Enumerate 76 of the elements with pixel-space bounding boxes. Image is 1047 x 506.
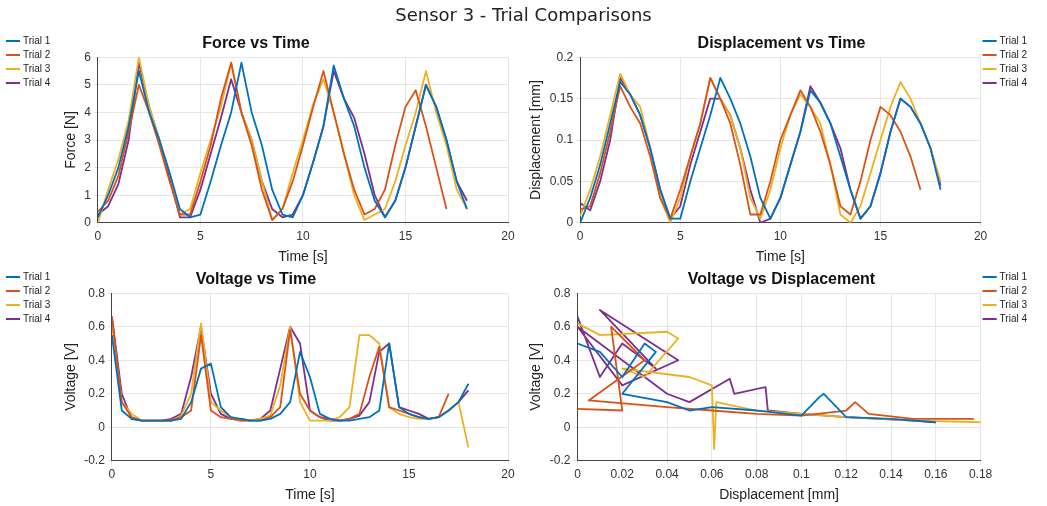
- x-tick-label: 0.18: [968, 467, 993, 482]
- chart-title: Displacement vs Time: [697, 34, 866, 52]
- y-tick-label: 0.2: [556, 49, 574, 64]
- y-tick-label: 0: [566, 215, 574, 230]
- x-tick-label: 0.02: [610, 467, 635, 482]
- x-tick-label: 0.06: [700, 467, 724, 482]
- x-tick-label: 10: [773, 229, 788, 244]
- text: Sensor 3 - Trial Comparisons: [394, 4, 653, 25]
- y-axis-title: Voltage [V]: [61, 343, 78, 411]
- legend-label: Trial 3: [23, 62, 51, 74]
- legend-label: Trial 2: [999, 284, 1028, 296]
- y-tick-label: 0.2: [88, 386, 106, 401]
- legend-label: Trial 2: [23, 48, 51, 60]
- legend-label: Trial 2: [23, 284, 51, 296]
- x-tick-label: 0.14: [879, 467, 904, 482]
- y-axis-title: Force [N]: [61, 111, 78, 169]
- y-tick-label: 0.4: [553, 352, 571, 367]
- x-tick-label: 5: [207, 467, 215, 482]
- chart-title: Voltage vs Displacement: [687, 270, 876, 288]
- legend-label: Trial 1: [999, 270, 1028, 282]
- y-axis-title: Voltage [V]: [527, 343, 544, 411]
- x-axis-title: Time [s]: [278, 248, 328, 265]
- legend-label: Trial 4: [23, 312, 51, 324]
- y-tick-label: 0.8: [88, 285, 106, 300]
- x-tick-label: 5: [197, 229, 205, 244]
- y-tick-label: 0.6: [553, 319, 571, 334]
- y-tick-label: 0: [98, 419, 106, 434]
- y-tick-label: 0.1: [556, 132, 574, 147]
- legend-label: Trial 3: [999, 298, 1028, 310]
- legend-label: Trial 1: [23, 270, 51, 282]
- y-tick-label: 4: [84, 104, 92, 119]
- legend-label: Trial 3: [999, 62, 1028, 74]
- legend-label: Trial 4: [999, 312, 1028, 324]
- x-tick-label: 0.1: [793, 467, 811, 482]
- x-tick-label: 15: [398, 229, 413, 244]
- y-tick-label: 0.05: [549, 173, 574, 188]
- x-axis-title: Displacement [mm]: [719, 486, 839, 503]
- x-tick-label: 20: [501, 229, 515, 244]
- x-tick-label: 15: [402, 467, 416, 482]
- x-tick-label: 0.16: [924, 467, 948, 482]
- y-tick-label: 5: [84, 77, 92, 92]
- y-tick-label: 0.15: [549, 90, 574, 105]
- y-tick-label: 0: [563, 419, 571, 434]
- x-tick-label: 5: [676, 229, 684, 244]
- legend-label: Trial 1: [999, 34, 1028, 46]
- chart-title: Force vs Time: [202, 34, 310, 52]
- legend-label: Trial 1: [23, 34, 51, 46]
- x-tick-label: 0: [108, 467, 116, 482]
- x-axis-title: Time [s]: [285, 486, 335, 503]
- y-tick-label: -0.2: [549, 453, 571, 468]
- x-tick-label: 0.04: [655, 467, 680, 482]
- legend-label: Trial 4: [999, 76, 1028, 88]
- y-tick-label: 1: [84, 187, 92, 202]
- x-tick-label: 10: [296, 229, 310, 244]
- y-tick-label: 2: [84, 159, 92, 174]
- y-tick-label: 0.6: [88, 319, 106, 334]
- y-tick-label: 0: [84, 215, 92, 230]
- x-axis-title: Time [s]: [755, 248, 805, 265]
- x-tick-label: 15: [873, 229, 888, 244]
- y-tick-label: 0.8: [553, 285, 571, 300]
- x-tick-label: 20: [501, 467, 515, 482]
- x-tick-label: 10: [303, 467, 317, 482]
- legend-label: Trial 3: [23, 298, 51, 310]
- x-tick-label: 0: [576, 229, 584, 244]
- y-tick-label: 0.4: [88, 352, 106, 367]
- y-axis-title: Displacement [mm]: [527, 80, 544, 200]
- chart-title: Voltage vs Time: [195, 270, 317, 288]
- x-tick-label: 20: [973, 229, 988, 244]
- y-tick-label: 6: [84, 49, 92, 64]
- y-tick-label: 3: [84, 132, 92, 147]
- legend-label: Trial 2: [999, 48, 1028, 60]
- legend-label: Trial 4: [23, 76, 51, 88]
- x-tick-label: 0.12: [834, 467, 859, 482]
- y-tick-label: -0.2: [84, 453, 106, 468]
- y-tick-label: 0.2: [553, 386, 571, 401]
- x-tick-label: 0.08: [744, 467, 769, 482]
